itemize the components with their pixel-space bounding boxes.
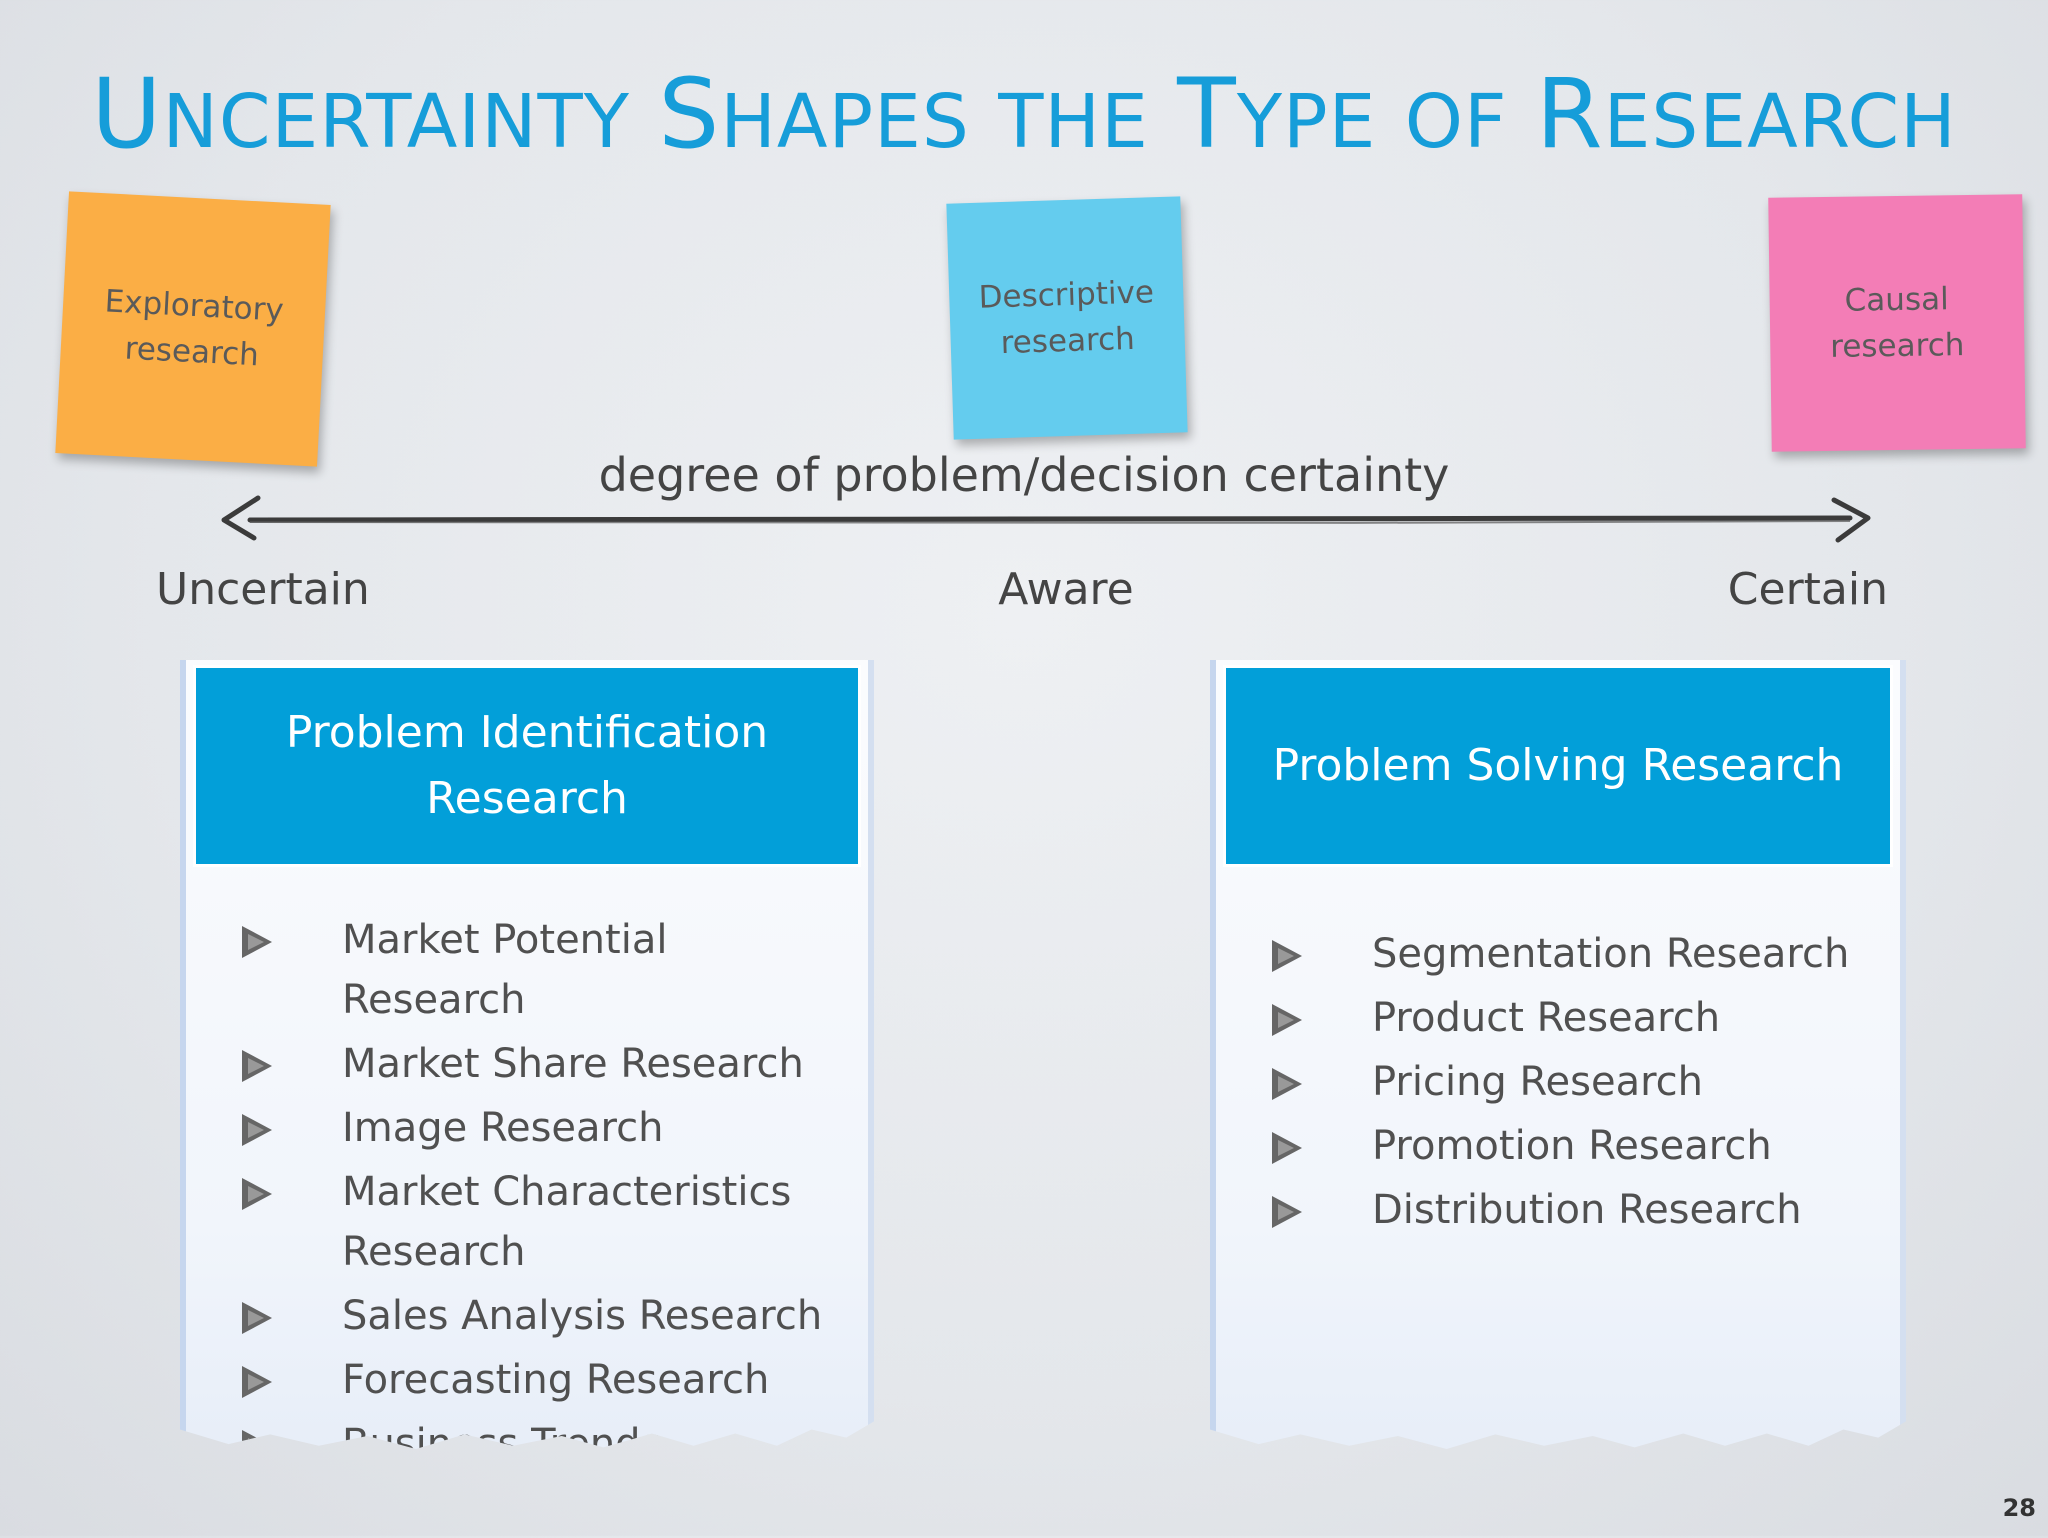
research-list: Market Potential Research Market Share R… bbox=[238, 910, 848, 1449]
list-item: Market Share Research bbox=[238, 1034, 848, 1094]
list-item: Product Research bbox=[1268, 988, 1880, 1048]
play-bullet-icon bbox=[1268, 1194, 1304, 1230]
sticky-note-exploratory: Exploratory research bbox=[55, 191, 331, 467]
play-bullet-icon bbox=[238, 1112, 274, 1148]
list-item: Image Research bbox=[238, 1098, 848, 1158]
play-bullet-icon bbox=[1268, 938, 1304, 974]
list-item: Business Trends Research bbox=[238, 1414, 848, 1449]
play-bullet-icon bbox=[238, 924, 274, 960]
list-item: Segmentation Research bbox=[1268, 924, 1880, 984]
page-number: 28 bbox=[2002, 1494, 2036, 1522]
research-list: Segmentation Research Product Research P… bbox=[1268, 924, 1880, 1244]
list-item: Market Characteristics Research bbox=[238, 1162, 848, 1282]
title-word-1: UNCERTAINTY bbox=[91, 58, 630, 170]
title-word-3: THE bbox=[998, 79, 1149, 165]
play-bullet-icon bbox=[1268, 1002, 1304, 1038]
axis-caption: degree of problem/decision certainty bbox=[598, 448, 1450, 502]
title-word-5: OF bbox=[1404, 79, 1508, 165]
label-aware: Aware bbox=[998, 564, 1134, 615]
slide-title: UNCERTAINTY SHAPES THE TYPE OF RESEARCH bbox=[0, 58, 2048, 170]
double-arrow-icon bbox=[221, 495, 1871, 543]
card-problem-identification: Problem Identification Research Market Po… bbox=[180, 660, 874, 1449]
label-certain: Certain bbox=[1727, 564, 1888, 615]
card-problem-solving: Problem Solving Research Segmentation Re… bbox=[1210, 660, 1906, 1449]
list-item: Pricing Research bbox=[1268, 1052, 1880, 1112]
sticky-note-causal: Causal research bbox=[1768, 194, 2026, 452]
play-bullet-icon bbox=[238, 1300, 274, 1336]
list-item: Market Potential Research bbox=[238, 910, 848, 1030]
play-bullet-icon bbox=[1268, 1066, 1304, 1102]
play-bullet-icon bbox=[238, 1048, 274, 1084]
list-item: Sales Analysis Research bbox=[238, 1286, 848, 1346]
title-word-4: TYPE bbox=[1177, 58, 1377, 170]
card-header: Problem Solving Research bbox=[1226, 668, 1890, 864]
list-item: Forecasting Research bbox=[238, 1350, 848, 1410]
list-item: Promotion Research bbox=[1268, 1116, 1880, 1176]
play-bullet-icon bbox=[238, 1428, 274, 1449]
play-bullet-icon bbox=[238, 1176, 274, 1212]
play-bullet-icon bbox=[238, 1364, 274, 1400]
card-header: Problem Identification Research bbox=[196, 668, 858, 864]
sticky-note-descriptive: Descriptive research bbox=[946, 196, 1188, 440]
label-uncertain: Uncertain bbox=[156, 564, 370, 615]
title-word-2: SHAPES bbox=[658, 58, 970, 170]
play-bullet-icon bbox=[1268, 1130, 1304, 1166]
title-word-6: RESEARCH bbox=[1535, 58, 1957, 170]
list-item: Distribution Research bbox=[1268, 1180, 1880, 1240]
